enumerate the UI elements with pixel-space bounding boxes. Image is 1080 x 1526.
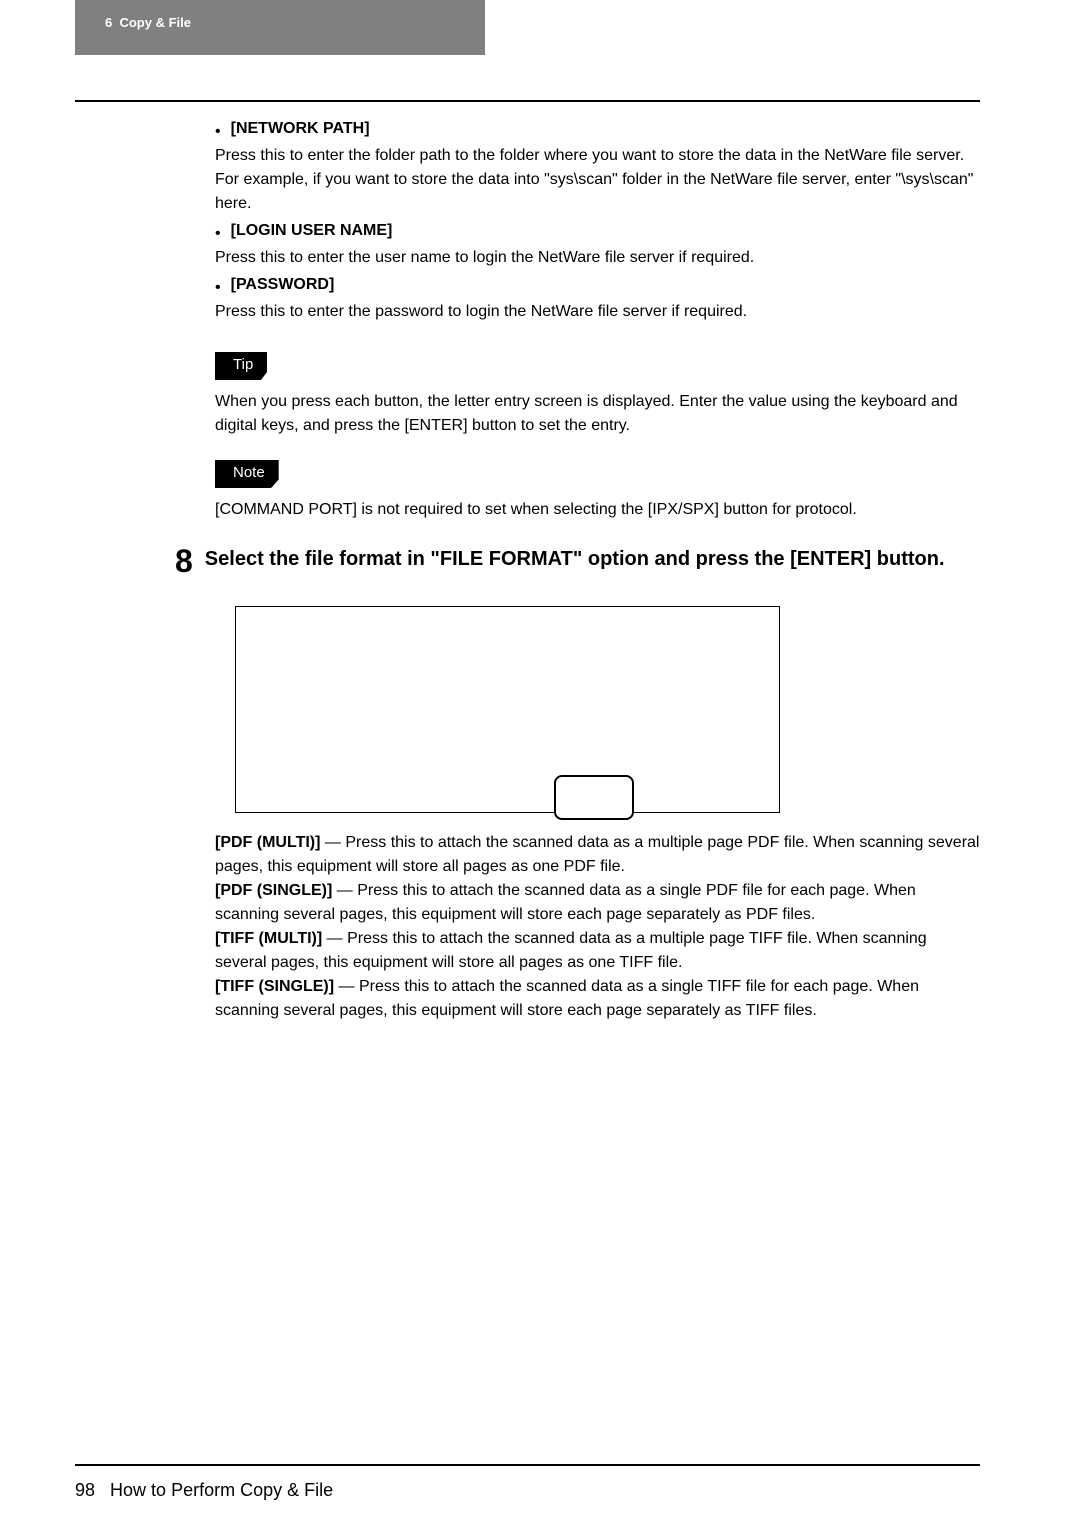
step-row: 8 Select the file format in "FILE FORMAT… [175,546,980,576]
header-bar: 6 Copy & File [75,0,485,55]
page-footer: 98 How to Perform Copy & File [75,1480,333,1501]
chapter-title: Copy & File [119,15,191,30]
bullet-item: • [LOGIN USER NAME] [215,222,980,246]
step-title: Select the file format in "FILE FORMAT" … [205,546,945,572]
format-label: [TIFF (SINGLE)] [215,978,334,995]
bullet-label: [PASSWORD] [231,276,335,294]
figure-placeholder [235,606,780,813]
format-label: [TIFF (MULTI)] [215,930,322,947]
top-rule [75,100,980,102]
bullet-text: Press this to enter the password to logi… [215,300,980,324]
tip-text: When you press each button, the letter e… [215,390,980,438]
bullet-item: • [PASSWORD] [215,276,980,300]
step-number: 8 [175,546,193,576]
bullet-label: [LOGIN USER NAME] [231,222,393,240]
format-label: [PDF (MULTI)] [215,834,320,851]
format-text: — Press this to attach the scanned data … [215,834,979,875]
bullet-dot-icon: • [215,120,221,144]
bullet-dot-icon: • [215,276,221,300]
format-descriptions: [PDF (MULTI)] — Press this to attach the… [215,831,980,1023]
bullet-label: [NETWORK PATH] [231,120,370,138]
page-number: 98 [75,1480,95,1500]
bullet-text: Press this to enter the user name to log… [215,246,980,270]
format-text: — Press this to attach the scanned data … [215,930,927,971]
bullet-dot-icon: • [215,222,221,246]
page-content: • [NETWORK PATH] Press this to enter the… [200,120,980,1023]
footer-section: How to Perform Copy & File [110,1480,333,1500]
note-badge: Note [215,460,279,488]
note-text: [COMMAND PORT] is not required to set wh… [215,498,980,522]
bottom-rule [75,1464,980,1466]
figure-button-placeholder [554,775,634,820]
bullet-item: • [NETWORK PATH] [215,120,980,144]
format-label: [PDF (SINGLE)] [215,882,332,899]
tip-badge: Tip [215,352,267,380]
chapter-number: 6 [105,15,112,30]
bullet-text: Press this to enter the folder path to t… [215,144,980,216]
